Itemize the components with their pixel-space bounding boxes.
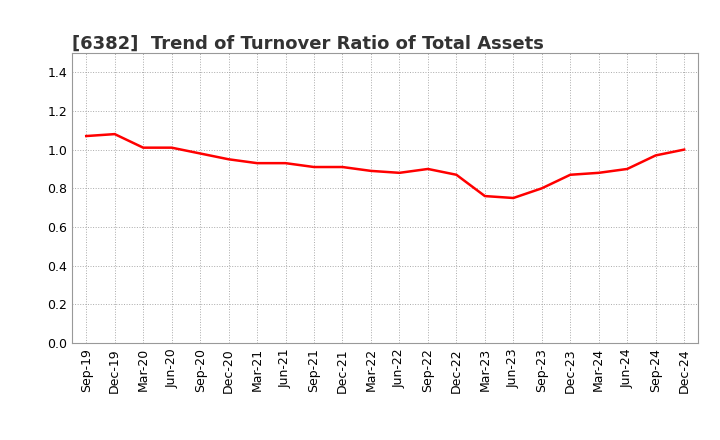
Text: [6382]  Trend of Turnover Ratio of Total Assets: [6382] Trend of Turnover Ratio of Total … — [72, 35, 544, 53]
